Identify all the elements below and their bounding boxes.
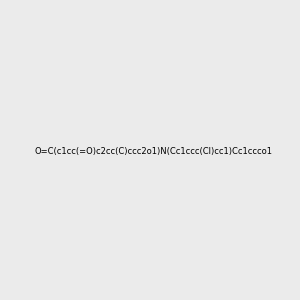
Text: O=C(c1cc(=O)c2cc(C)ccc2o1)N(Cc1ccc(Cl)cc1)Cc1ccco1: O=C(c1cc(=O)c2cc(C)ccc2o1)N(Cc1ccc(Cl)cc… — [35, 147, 273, 156]
